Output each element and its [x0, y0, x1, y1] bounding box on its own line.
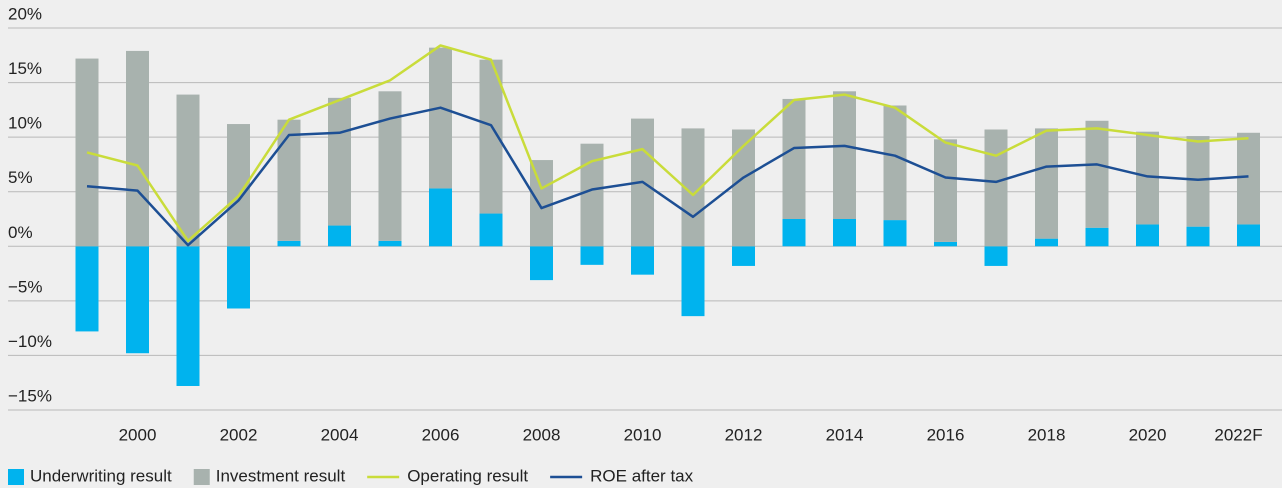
- line: [86, 106, 1249, 247]
- x-tick-label: 2020: [1129, 425, 1167, 444]
- bar: [277, 240, 301, 247]
- legend-label: Investment result: [216, 466, 346, 485]
- y-tick-label: 15%: [8, 59, 42, 78]
- bar: [580, 246, 604, 265]
- bar: [1186, 136, 1210, 227]
- legend-label: Operating result: [407, 466, 528, 485]
- y-tick-label: 20%: [8, 4, 42, 23]
- legend-swatch: [8, 469, 24, 485]
- bar: [479, 213, 503, 247]
- x-tick-label: 2008: [523, 425, 561, 444]
- bar: [934, 241, 957, 247]
- bar: [530, 160, 553, 247]
- bar: [176, 94, 200, 247]
- bar: [277, 119, 301, 241]
- x-tick-label: 2018: [1028, 425, 1066, 444]
- bar: [1186, 226, 1210, 247]
- y-tick-label: 5%: [8, 168, 33, 187]
- x-tick-label: 2016: [927, 425, 965, 444]
- bar: [1237, 224, 1260, 247]
- bar: [1035, 238, 1058, 247]
- bar: [1136, 131, 1159, 225]
- bar: [681, 128, 705, 247]
- bar: [378, 240, 402, 247]
- bar: [681, 246, 705, 317]
- x-tick-label: 2000: [119, 425, 157, 444]
- bar: [429, 47, 452, 189]
- x-tick-label: 2014: [826, 425, 864, 444]
- x-tick-label: 2010: [624, 425, 662, 444]
- y-tick-label: 10%: [8, 114, 42, 133]
- bar: [378, 91, 402, 241]
- line: [86, 44, 1249, 243]
- bar: [227, 124, 250, 247]
- bar: [934, 139, 957, 242]
- legend-label: ROE after tax: [590, 466, 693, 485]
- bar: [732, 129, 755, 247]
- y-tick-label: −5%: [8, 277, 43, 296]
- x-tick-label: 2012: [725, 425, 763, 444]
- bar: [328, 225, 351, 247]
- bar: [1237, 132, 1260, 225]
- bar: [782, 98, 806, 219]
- bar: [126, 246, 149, 354]
- y-tick-label: 0%: [8, 223, 33, 242]
- bar: [833, 219, 856, 247]
- x-tick-label: 2002: [220, 425, 258, 444]
- x-tick-label: 2004: [321, 425, 359, 444]
- bar: [732, 246, 755, 266]
- bar: [479, 59, 503, 214]
- bar: [580, 143, 604, 247]
- bar: [1085, 227, 1109, 247]
- bar: [631, 246, 654, 275]
- bar: [429, 188, 452, 247]
- bar: [328, 97, 351, 226]
- bar: [227, 246, 250, 309]
- x-tick-label: 2022F: [1214, 425, 1262, 444]
- bar: [833, 91, 856, 219]
- bar: [883, 220, 907, 247]
- bar: [176, 246, 200, 386]
- bar: [1085, 120, 1109, 228]
- bar: [75, 246, 99, 332]
- legend-swatch: [193, 469, 210, 485]
- bar: [782, 219, 806, 247]
- y-tick-label: −10%: [8, 332, 52, 351]
- bar: [1035, 128, 1058, 239]
- bar: [883, 105, 907, 221]
- x-tick-label: 2006: [422, 425, 460, 444]
- bar: [1136, 224, 1159, 247]
- bar: [126, 50, 149, 247]
- bar: [984, 129, 1008, 247]
- bar: [530, 246, 553, 281]
- bar: [984, 246, 1008, 266]
- y-tick-label: −15%: [8, 386, 52, 405]
- legend-label: Underwriting result: [30, 466, 172, 485]
